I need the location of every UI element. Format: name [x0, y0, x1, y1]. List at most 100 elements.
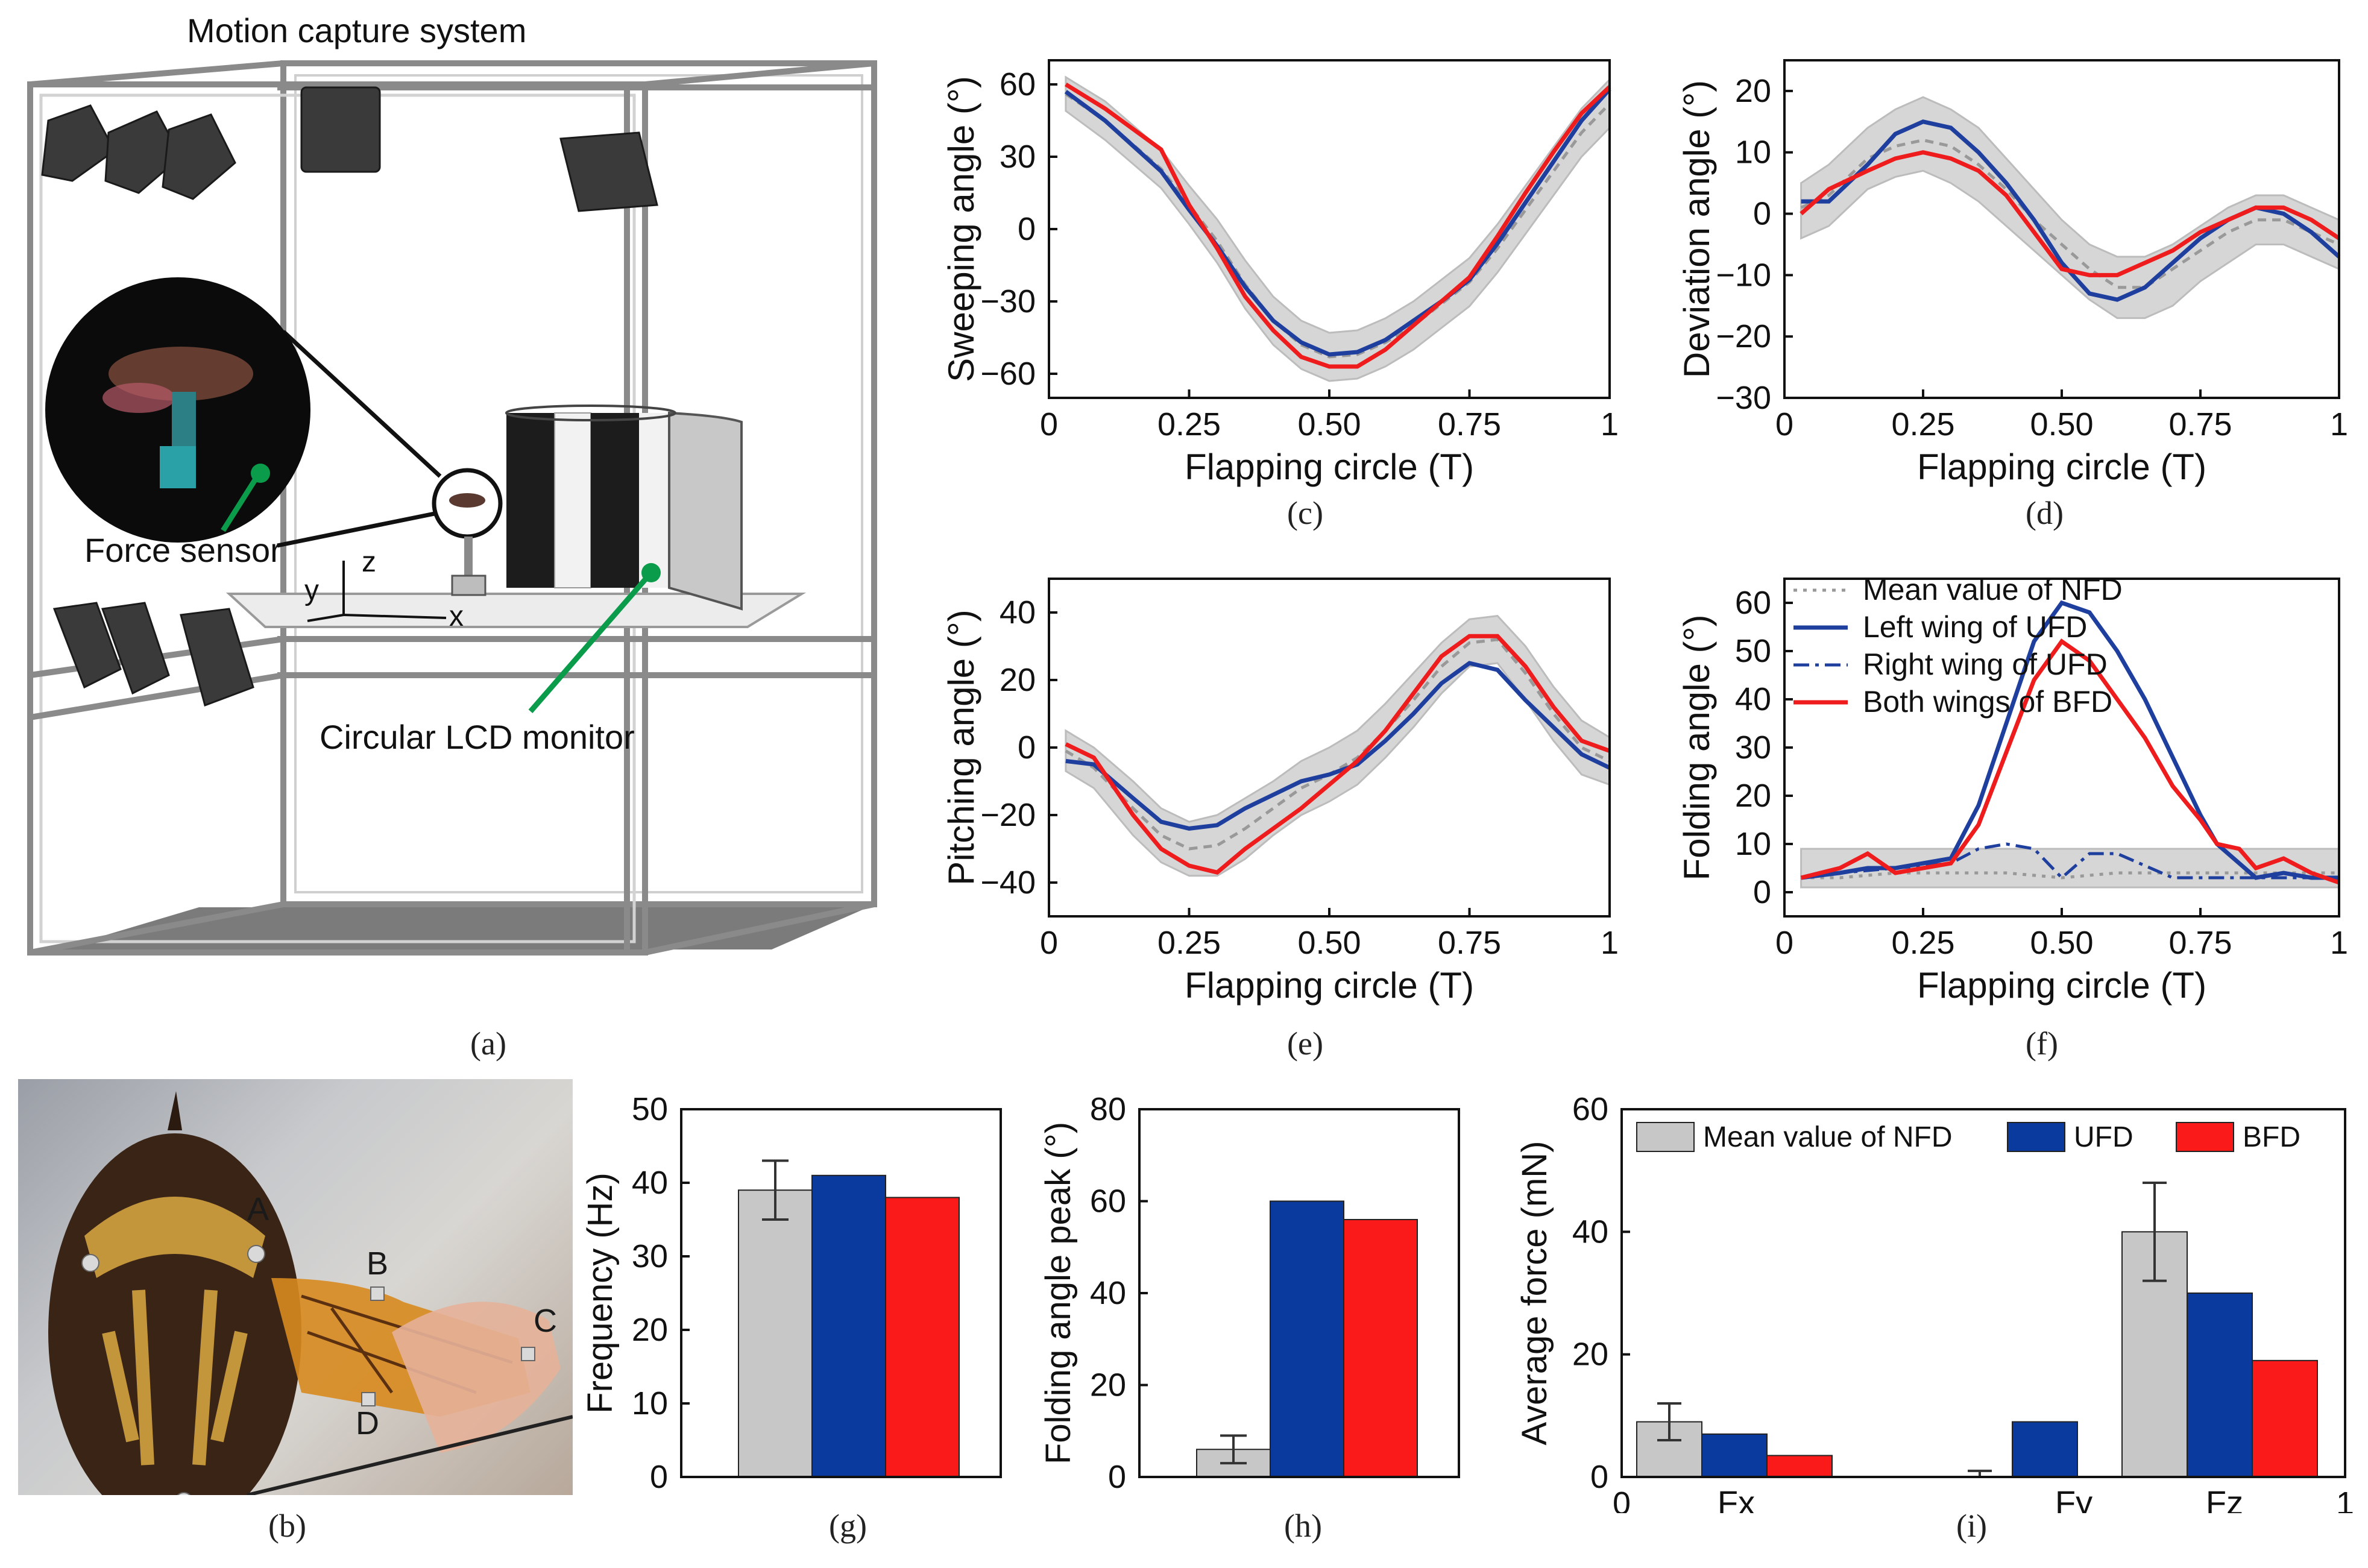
y-tick-label: 60 — [1090, 1183, 1126, 1220]
x-tick-label: 1 — [1601, 406, 1619, 442]
chart-folding-peak: 0 20 40 60 80 Folding angle peak (°) — [1039, 1091, 1460, 1495]
y-tick-label: 20 — [1000, 662, 1036, 698]
legend-label-0: Mean value of NFD — [1863, 573, 2123, 606]
camera-top-right — [559, 131, 658, 212]
x-tick-label: 0.50 — [1297, 925, 1361, 961]
x-tick-label: 0.25 — [1157, 406, 1221, 442]
y-tick-label: 40 — [1735, 681, 1771, 717]
series-line-1 — [1065, 661, 1611, 831]
bar-nfd — [738, 1189, 813, 1478]
camera-top-center — [300, 86, 381, 173]
y-axis-label: Average force (mN) — [1515, 1141, 1554, 1446]
legend-label-3: Both wings of BFD — [1863, 685, 2112, 719]
camera-top-left-1 — [41, 104, 116, 182]
x-tick-label: 0.75 — [1438, 925, 1501, 961]
y-tick-label: 40 — [1000, 594, 1036, 631]
x-tick-label: 0.25 — [1891, 406, 1954, 442]
x-tick-label: 0 — [1040, 406, 1058, 442]
legend-swatch-0 — [1636, 1122, 1695, 1152]
caption-g: (g) — [829, 1508, 867, 1544]
y-tick-label: 20 — [1735, 778, 1771, 814]
y-axis-label: Deviation angle (°) — [1677, 80, 1717, 378]
nfd-variance-band — [1065, 75, 1611, 382]
axis-x-label: x — [449, 600, 464, 632]
marker-d: D — [356, 1405, 379, 1441]
y-tick-label: 80 — [1090, 1091, 1126, 1127]
legend-label-1: Left wing of UFD — [1863, 610, 2087, 644]
chart-pitching-angle: 0 0.25 0.50 0.75 1 −40 −20 0 20 40 Flapping circle… — [941, 578, 1619, 1006]
bar-fx-1 — [1701, 1433, 1768, 1478]
legend-label-0: Mean value of NFD — [1703, 1121, 1953, 1153]
x-tick-label: 0 — [1040, 925, 1058, 961]
marker-a: A — [247, 1191, 269, 1227]
camera-top-left-3 — [162, 113, 236, 200]
y-tick-label: 30 — [1735, 729, 1771, 766]
y-tick-label: 60 — [1572, 1091, 1608, 1127]
x-tick-label: 0.25 — [1891, 925, 1954, 961]
series-line-0 — [1800, 138, 2340, 289]
marker-c: C — [534, 1303, 557, 1339]
y-tick-label: 0 — [1753, 874, 1771, 910]
x-tick-label: 0.75 — [2168, 406, 2232, 442]
y-tick-label: −40 — [980, 864, 1036, 901]
caption-h: (h) — [1284, 1508, 1322, 1544]
y-tick-label: −10 — [1716, 257, 1771, 293]
beetle-body — [48, 1133, 301, 1495]
chart-average-force: 0 20 40 60 0 1 Fx Fy Fz Average force (mN) Mean va… — [1515, 1091, 2354, 1513]
y-tick-label: 30 — [1000, 139, 1036, 175]
x-tick-label: 0.75 — [1438, 406, 1501, 442]
series-line-0 — [1801, 871, 2339, 880]
motion-capture-rig — [27, 60, 877, 956]
camera-top-left-2 — [104, 110, 182, 194]
y-tick-label: 20 — [632, 1312, 668, 1348]
series-line-2 — [1065, 634, 1611, 875]
x-tick-label: 0 — [1775, 925, 1793, 961]
y-axis-label: Folding angle peak (°) — [1039, 1122, 1078, 1464]
camera-low-1 — [52, 602, 122, 689]
legend-swatch-2 — [2176, 1122, 2234, 1152]
x-tick-label: 0.50 — [1297, 406, 1361, 442]
force-sensor-label: Force sensor — [84, 531, 282, 569]
camera-low-2 — [101, 602, 170, 695]
panel-a-title: Motion capture system — [187, 11, 527, 49]
x-tick-label: 1 — [1601, 925, 1619, 961]
series-line-2 — [1801, 842, 2339, 880]
y-tick-label: 40 — [632, 1165, 668, 1201]
legend-label-1: UFD — [2074, 1121, 2133, 1153]
y-tick-label: 10 — [1735, 134, 1771, 171]
beetle-photo: A B C D — [18, 1079, 573, 1495]
y-tick-label: 60 — [1000, 66, 1036, 102]
category-label-fz: Fz — [2206, 1484, 2243, 1513]
marker-b: B — [367, 1245, 389, 1282]
y-tick-label: 40 — [1090, 1275, 1126, 1311]
chart-deviation-angle: 0 0.25 0.50 0.75 1 −30 −20 −10 0 10 20 Flapping cir… — [1677, 59, 2348, 487]
category-label-fx: Fx — [1718, 1484, 1755, 1513]
caption-e: (e) — [1287, 1025, 1323, 1062]
y-tick-label: 10 — [1735, 826, 1771, 862]
bar-fz-1 — [2187, 1292, 2253, 1478]
caption-i: (i) — [1956, 1508, 1987, 1544]
y-tick-label: −60 — [980, 356, 1036, 392]
chart-frequency: 0 10 20 30 40 50 Frequency (Hz) — [581, 1091, 1002, 1495]
caption-a: (a) — [470, 1025, 506, 1062]
x-tick-label: 1 — [2330, 406, 2348, 442]
x-tick-label: 0.50 — [2030, 925, 2093, 961]
y-axis-label: Folding angle (°) — [1677, 615, 1717, 881]
bar-ufd — [1270, 1200, 1344, 1478]
x-axis-label: Flapping circle (T) — [1917, 965, 2206, 1006]
y-tick-label: 0 — [1018, 729, 1036, 766]
x-tick-label: 0.50 — [2030, 406, 2093, 442]
x-tick-label: 0 — [1775, 406, 1793, 442]
y-tick-label: 30 — [632, 1238, 668, 1274]
bar-bfd — [885, 1197, 960, 1478]
y-axis-label: Frequency (Hz) — [581, 1173, 620, 1414]
series-line-1 — [1801, 600, 2339, 880]
caption-c: (c) — [1287, 495, 1323, 531]
plot-frame — [1620, 1108, 2346, 1478]
bar-fx-2 — [1766, 1455, 1833, 1478]
plot-frame — [680, 1108, 1002, 1478]
legend-label-2: BFD — [2243, 1121, 2300, 1153]
caption-f: (f) — [2026, 1025, 2058, 1062]
category-label-fy: Fy — [2055, 1484, 2092, 1513]
